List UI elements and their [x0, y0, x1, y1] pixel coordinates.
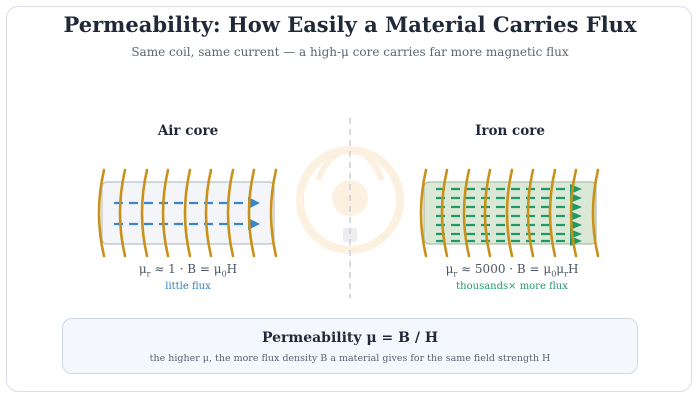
air-flux-lines [114, 197, 260, 230]
iron-core-formula: μr ≈ 5000 · B = μ0μrH [445, 262, 579, 279]
page-title: Permeability: How Easily a Material Carr… [63, 12, 637, 37]
flux-arrow [248, 218, 260, 230]
air-core-formula: μr ≈ 1 · B = μ0H [138, 262, 238, 279]
air-coil-windings [97, 168, 278, 258]
iron-core-coil [419, 168, 600, 258]
iron-core-note: thousands× more flux [456, 281, 568, 292]
page-subtitle: Same coil, same current — a high-μ core … [131, 45, 569, 59]
permeability-caption: the higher μ, the more flux density B a … [149, 353, 551, 364]
air-core-note: little flux [165, 281, 211, 292]
iron-coil-windings [419, 168, 600, 258]
permeability-formula: Permeability μ = B / H [261, 330, 439, 346]
permeability-summary-box: Permeability μ = B / H the higher μ, the… [62, 318, 638, 374]
air-core-coil [97, 168, 278, 258]
air-core-title: Air core [157, 123, 219, 139]
flux-arrow [248, 197, 260, 209]
iron-flux-lines [436, 187, 570, 243]
iron-core-title: Iron core [475, 123, 545, 139]
